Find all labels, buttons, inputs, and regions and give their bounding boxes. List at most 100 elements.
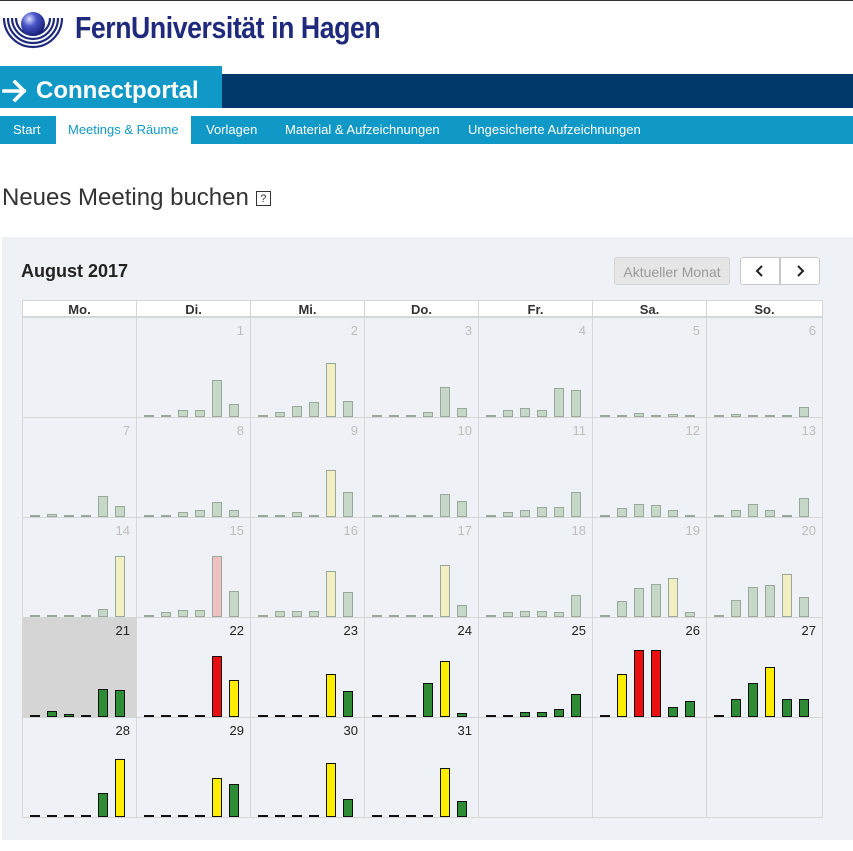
day-number: 27: [801, 623, 816, 638]
usage-bar: [799, 407, 809, 417]
usage-bar: [600, 615, 610, 617]
portal-title-text: Connectportal: [36, 77, 199, 104]
day-number: 8: [236, 423, 244, 438]
main-navigation: Start Meetings & Räume Vorlagen Material…: [0, 116, 853, 144]
prev-month-button[interactable]: [740, 257, 780, 285]
calendar-empty-cell: [22, 317, 137, 418]
usage-bar: [212, 380, 222, 417]
usage-bar: [309, 515, 319, 517]
day-number: 15: [229, 523, 244, 538]
usage-bar: [440, 387, 450, 417]
weekday-header: So.: [706, 300, 823, 317]
usage-bar: [503, 410, 513, 417]
usage-bar: [178, 815, 188, 817]
nav-ungesicherte-aufzeichnungen[interactable]: Ungesicherte Aufzeichnungen: [468, 122, 641, 137]
usage-bar: [326, 363, 336, 417]
calendar-day-18: 18: [478, 517, 593, 618]
usage-bar: [64, 714, 74, 717]
usage-bar: [503, 612, 513, 617]
usage-bar: [537, 712, 547, 717]
calendar-day-26[interactable]: 26: [592, 617, 707, 718]
usage-bar: [685, 612, 695, 617]
calendar-day-11: 11: [478, 417, 593, 518]
usage-bar: [161, 715, 171, 717]
weekday-header: Fr.: [478, 300, 593, 317]
nav-start[interactable]: Start: [13, 122, 41, 137]
calendar-day-25[interactable]: 25: [478, 617, 593, 718]
calendar-day-9: 9: [250, 417, 365, 518]
usage-bar: [554, 388, 564, 417]
day-number: 7: [122, 423, 130, 438]
usage-bar: [343, 592, 353, 617]
calendar-day-13: 13: [706, 417, 823, 518]
usage-bar: [98, 609, 108, 617]
usage-bar: [617, 508, 627, 517]
usage-bar: [343, 492, 353, 517]
usage-bar: [457, 501, 467, 517]
usage-bar: [309, 715, 319, 717]
usage-bar: [799, 498, 809, 517]
calendar-day-24[interactable]: 24: [364, 617, 479, 718]
usage-bar: [423, 515, 433, 517]
usage-bar: [195, 815, 205, 817]
current-month-button[interactable]: Aktueller Monat: [614, 257, 730, 285]
usage-bar: [372, 615, 382, 617]
usage-bar: [406, 715, 416, 717]
calendar-day-28[interactable]: 28: [22, 717, 137, 818]
portal-banner-light: [0, 66, 222, 108]
usage-bar: [326, 674, 336, 717]
usage-bar: [326, 571, 336, 617]
usage-bar: [782, 699, 792, 717]
usage-bar: [178, 610, 188, 617]
usage-bar: [731, 510, 741, 517]
calendar-day-12: 12: [592, 417, 707, 518]
usage-bar: [212, 556, 222, 617]
day-number: 24: [457, 623, 472, 638]
usage-bar: [748, 587, 758, 617]
day-number: 19: [685, 523, 700, 538]
usage-bar: [275, 815, 285, 817]
usage-bar: [617, 674, 627, 717]
day-number: 9: [350, 423, 358, 438]
calendar-day-27[interactable]: 27: [706, 617, 823, 718]
page-title-text: Neues Meeting buchen: [2, 184, 249, 211]
calendar-day-22[interactable]: 22: [136, 617, 251, 718]
weekday-header: Sa.: [592, 300, 707, 317]
calendar-grid: Mo. Di. Mi. Do. Fr. Sa. So. 1 2 3 4 5 6 7 8 9 10 11 12 13 14…: [22, 300, 823, 819]
usage-bar: [731, 414, 741, 417]
usage-bar: [343, 799, 353, 817]
day-number: 14: [115, 523, 130, 538]
nav-meetings-raeume[interactable]: Meetings & Räume: [56, 116, 191, 144]
usage-bar: [229, 510, 239, 517]
usage-bar: [372, 715, 382, 717]
day-number: 31: [457, 723, 472, 738]
usage-bar: [457, 713, 467, 717]
usage-bar: [161, 515, 171, 517]
next-month-button[interactable]: [780, 257, 820, 285]
calendar-day-23[interactable]: 23: [250, 617, 365, 718]
usage-bar: [634, 588, 644, 617]
usage-bar: [212, 656, 222, 717]
usage-bar: [30, 815, 40, 817]
calendar-day-15: 15: [136, 517, 251, 618]
usage-bar: [520, 408, 530, 417]
calendar-day-29[interactable]: 29: [136, 717, 251, 818]
calendar-day-30[interactable]: 30: [250, 717, 365, 818]
help-icon[interactable]: ?: [255, 190, 271, 206]
calendar-day-31[interactable]: 31: [364, 717, 479, 818]
usage-bar: [178, 715, 188, 717]
nav-material-aufzeichnungen[interactable]: Material & Aufzeichnungen: [285, 122, 440, 137]
day-number: 30: [343, 723, 358, 738]
usage-bar: [765, 415, 775, 417]
usage-bar: [634, 413, 644, 417]
portal-title: Connectportal: [0, 74, 199, 108]
usage-bar: [440, 661, 450, 717]
nav-vorlagen[interactable]: Vorlagen: [206, 122, 258, 137]
usage-bar: [406, 415, 416, 417]
calendar-day-21[interactable]: 21: [22, 617, 137, 718]
usage-bar: [651, 505, 661, 517]
usage-bar: [81, 715, 91, 717]
usage-bar: [258, 815, 268, 817]
usage-bar: [799, 597, 809, 617]
calendar-day-20: 20: [706, 517, 823, 618]
